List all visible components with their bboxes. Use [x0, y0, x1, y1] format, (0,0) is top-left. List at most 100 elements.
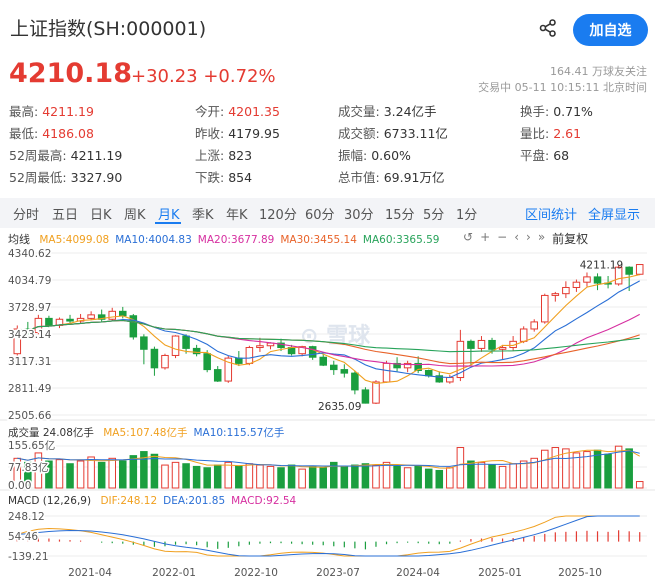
volume-bar	[266, 465, 275, 489]
fq-select[interactable]: 前复权	[552, 232, 589, 246]
volume-bar	[456, 447, 465, 489]
tab-12[interactable]: 1分	[456, 208, 478, 223]
x-axis-label: 2021-04	[68, 567, 112, 579]
chevron-left-icon[interactable]: ‹	[514, 230, 519, 244]
chart-controls: ↺ + − ‹ › » 前复权	[463, 230, 588, 247]
volume-bar	[97, 461, 106, 489]
candle-body	[119, 310, 127, 317]
candle-body	[530, 321, 538, 330]
volume-bar	[340, 465, 349, 489]
tab-2[interactable]: 日K	[90, 208, 112, 223]
candle-body	[277, 342, 285, 349]
stat-value: 4211.19	[42, 104, 94, 119]
volume-bar	[393, 465, 401, 489]
candle-body	[66, 318, 74, 322]
candle-body	[435, 375, 444, 383]
volume-bar	[108, 457, 116, 489]
stat-item: 上涨: 823	[195, 145, 252, 164]
stat-label: 换手:	[520, 104, 550, 119]
stat-value: 6733.11亿	[383, 126, 448, 141]
stat-item: 52周最低: 3327.90	[9, 167, 122, 186]
tab-11[interactable]: 5分	[423, 208, 445, 223]
share-icon[interactable]	[538, 18, 558, 38]
macd-tick-label: 248.12	[8, 511, 45, 523]
stat-label: 今开:	[195, 104, 225, 119]
volume-bar	[171, 461, 180, 489]
volume-bar	[192, 465, 201, 489]
follow-button[interactable]: 加自选	[573, 14, 648, 46]
tab-3[interactable]: 周K	[124, 208, 146, 223]
stat-label: 成交量:	[338, 104, 380, 119]
candle-body	[129, 315, 138, 338]
zoom-out-icon[interactable]: −	[497, 230, 508, 244]
candle-body	[361, 389, 370, 404]
candle-body	[403, 362, 412, 369]
volume-ma10-line	[17, 450, 640, 467]
tab-4[interactable]: 月K	[158, 208, 180, 223]
volume-bar	[519, 460, 528, 489]
candle-body	[308, 346, 317, 358]
zoom-in-icon[interactable]: +	[480, 230, 491, 244]
volume-tick-label: 0.00	[8, 480, 31, 492]
candle-body	[224, 357, 233, 382]
stat-value: 823	[228, 148, 253, 163]
candle-body	[593, 276, 602, 284]
candle-body	[446, 377, 454, 383]
candle-body	[34, 317, 43, 334]
stat-label: 平盘:	[520, 148, 550, 163]
volume-bar	[614, 445, 623, 489]
volume-bar	[140, 451, 148, 489]
tab-10[interactable]: 15分	[385, 208, 415, 223]
candle-body	[235, 357, 243, 364]
tab-0[interactable]: 分时	[13, 208, 40, 223]
candle-body	[256, 345, 264, 349]
stat-label: 量比:	[520, 126, 550, 141]
tab-6[interactable]: 年K	[226, 208, 248, 223]
stat-value: 2.61	[553, 126, 582, 141]
candle-body	[614, 266, 623, 285]
candle-body	[583, 276, 591, 283]
tab-8[interactable]: 60分	[305, 208, 335, 223]
tab-5[interactable]: 季K	[192, 208, 214, 223]
volume-bar	[76, 460, 85, 489]
volume-bar	[498, 465, 507, 489]
stat-value: 854	[228, 170, 253, 185]
fast-forward-icon[interactable]: »	[537, 230, 546, 244]
candle-body	[635, 264, 644, 275]
tab-9[interactable]: 30分	[344, 208, 374, 223]
stat-item: 今开: 4201.35	[195, 101, 280, 120]
x-axis-label: 2024-04	[396, 567, 440, 579]
chevron-right-icon[interactable]: ›	[526, 230, 531, 244]
stat-item: 换手: 0.71%	[520, 101, 593, 120]
volume-bar	[13, 457, 22, 489]
rotate-left-icon[interactable]: ↺	[463, 230, 474, 244]
stat-value: 4211.19	[70, 148, 123, 163]
fullscreen-link[interactable]: 全屏显示	[588, 208, 641, 223]
candle-body	[414, 362, 422, 371]
stat-value: 3.24亿手	[383, 104, 437, 119]
volume-bar	[541, 449, 549, 489]
volume-bar	[435, 469, 444, 489]
candle-body	[488, 339, 496, 350]
volume-bar	[256, 464, 264, 489]
tab-1[interactable]: 五日	[52, 208, 79, 223]
interval-stats-link[interactable]: 区间统计	[525, 208, 578, 223]
x-axis-label: 2022-10	[234, 567, 278, 579]
volume-bar	[635, 481, 644, 489]
stat-item: 最高: 4211.19	[9, 101, 94, 120]
candle-body	[298, 346, 306, 355]
volume-bar	[308, 465, 317, 489]
volume-bar	[382, 461, 391, 489]
volume-bar	[424, 468, 433, 489]
stat-item: 振幅: 0.60%	[338, 145, 411, 164]
macd-legend-item: MACD:92.54	[231, 495, 297, 507]
volume-bar	[403, 467, 412, 489]
volume-bar	[235, 465, 243, 489]
stat-label: 52周最高:	[9, 148, 67, 163]
tab-7[interactable]: 120分	[259, 208, 297, 223]
stat-item: 昨收: 4179.95	[195, 123, 280, 142]
volume-bar	[351, 464, 359, 489]
candle-body	[13, 328, 22, 355]
candle-body	[97, 314, 106, 320]
